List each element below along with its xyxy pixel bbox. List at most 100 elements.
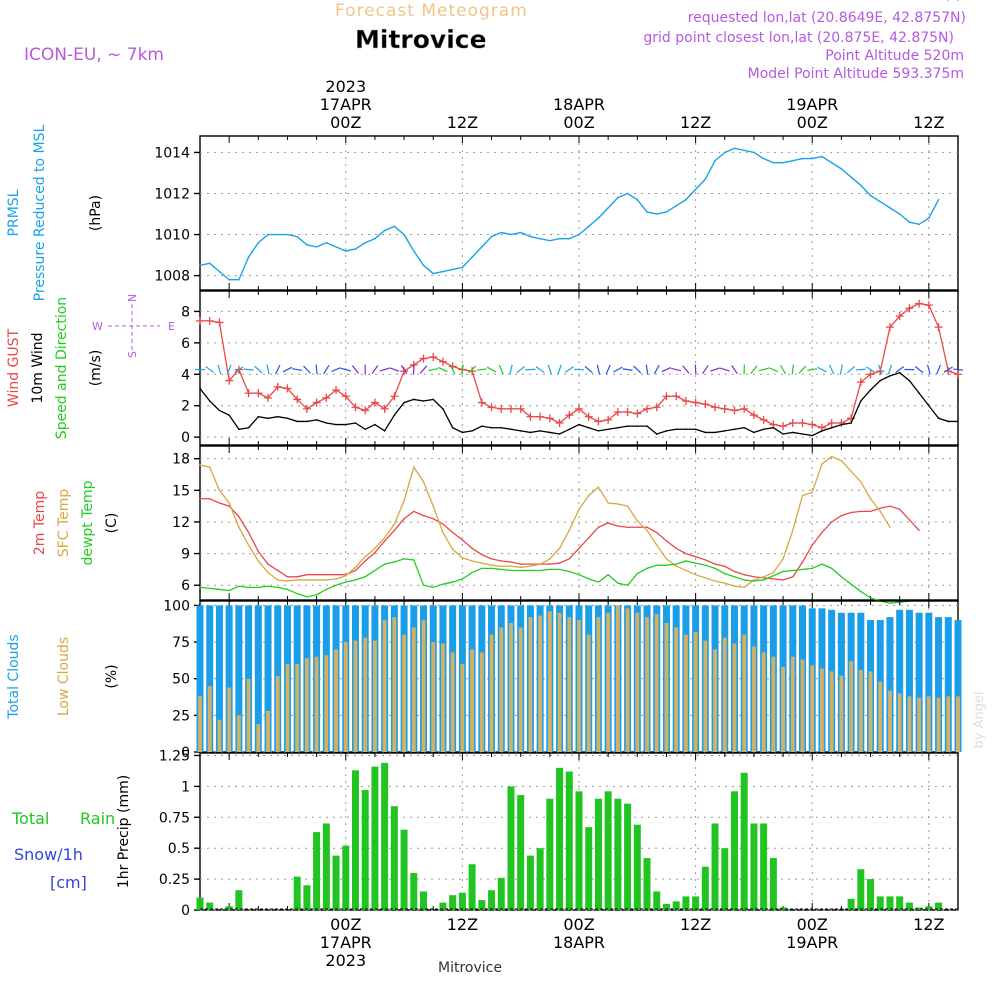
data-point-prmsl xyxy=(228,278,230,281)
data-point-dewpt xyxy=(364,576,366,578)
wind-direction-arrow xyxy=(226,364,232,375)
data-point-dewpt xyxy=(209,587,211,590)
ylabel: (m/s) xyxy=(88,350,104,387)
wind-direction-arrow xyxy=(476,368,487,371)
gust-marker xyxy=(759,415,768,424)
wind-direction-arrow xyxy=(758,367,769,372)
gust-marker xyxy=(322,393,331,402)
gust-marker xyxy=(215,318,224,327)
wind-direction-arrow xyxy=(877,364,883,375)
data-point-dewpt xyxy=(597,581,600,583)
gust-marker xyxy=(691,398,700,407)
wind-direction-arrow xyxy=(605,364,611,375)
data-point-sfc xyxy=(277,579,279,581)
bar-low-cloud xyxy=(518,627,523,752)
wind-direction-arrow xyxy=(750,365,758,374)
bar-low-cloud xyxy=(742,634,747,752)
data-point-sfc xyxy=(801,494,804,497)
wind-direction-arrow xyxy=(428,367,439,372)
data-point-wind xyxy=(597,430,600,432)
data-point-dewpt xyxy=(393,561,396,563)
ytick-label: 25 xyxy=(172,708,190,724)
data-point-wind xyxy=(228,414,230,416)
data-point-prmsl xyxy=(714,159,716,162)
bar-total-rain xyxy=(206,902,214,910)
data-point-prmsl xyxy=(325,241,328,244)
bar-total-rain xyxy=(526,855,534,910)
data-point-temp2m xyxy=(821,531,823,534)
bar-low-cloud xyxy=(897,693,902,752)
data-point-dewpt xyxy=(743,579,745,581)
data-point-dewpt xyxy=(685,560,687,562)
data-point-wind xyxy=(587,426,590,429)
data-point-prmsl xyxy=(199,264,201,267)
gust-marker xyxy=(283,384,292,393)
data-point-prmsl xyxy=(403,233,405,236)
wind-direction-arrow xyxy=(379,367,390,372)
top-time-label: 12Z xyxy=(913,113,944,132)
data-point-wind xyxy=(898,371,901,374)
gust-marker xyxy=(779,422,788,431)
bar-total-cloud xyxy=(915,612,923,752)
data-point-prmsl xyxy=(558,237,561,240)
data-point-sfc xyxy=(335,578,337,580)
gust-marker xyxy=(575,404,583,413)
bar-low-cloud xyxy=(314,656,319,752)
bar-low-cloud xyxy=(946,696,951,752)
wind-direction-arrow xyxy=(807,368,818,371)
data-point-dewpt xyxy=(500,568,502,571)
gust-marker xyxy=(681,397,690,405)
data-point-wind xyxy=(675,428,677,431)
data-point-dewpt xyxy=(840,576,843,578)
data-point-dewpt xyxy=(277,586,279,589)
gust-marker xyxy=(837,419,846,427)
data-point-wind xyxy=(821,430,823,432)
gust-marker xyxy=(205,316,214,325)
gust-marker xyxy=(526,412,535,421)
data-point-prmsl xyxy=(510,233,512,236)
data-point-dewpt xyxy=(257,586,260,589)
wind-direction-arrow xyxy=(564,366,574,373)
data-point-wind xyxy=(500,426,503,429)
bar-low-cloud xyxy=(266,710,270,752)
gust-marker xyxy=(749,411,758,420)
gust-marker xyxy=(302,404,311,413)
bar-low-cloud xyxy=(586,634,591,752)
data-point-sfc xyxy=(724,582,726,584)
data-point-wind xyxy=(947,420,950,423)
data-point-wind xyxy=(723,430,726,432)
data-point-temp2m xyxy=(898,508,901,510)
bar-total-cloud xyxy=(196,605,204,752)
data-point-sfc xyxy=(733,585,736,587)
data-point-prmsl xyxy=(432,272,435,275)
data-point-prmsl xyxy=(412,250,415,252)
data-point-sfc xyxy=(607,502,609,504)
bar-total-cloud xyxy=(235,605,243,752)
bar-low-cloud xyxy=(674,627,679,752)
ytick-label: 75 xyxy=(172,635,190,651)
bottom-time-label: 00Z xyxy=(797,915,828,934)
bar-low-cloud xyxy=(557,612,562,752)
bar-low-cloud xyxy=(382,620,387,752)
data-point-temp2m xyxy=(286,576,289,578)
data-point-dewpt xyxy=(335,584,337,586)
gust-marker xyxy=(264,393,273,402)
bar-low-cloud xyxy=(460,664,465,752)
data-point-prmsl xyxy=(306,244,308,246)
data-point-temp2m xyxy=(568,558,570,560)
gust-marker xyxy=(477,398,486,407)
bar-low-cloud xyxy=(577,620,581,752)
data-point-sfc xyxy=(199,464,201,466)
data-point-dewpt xyxy=(296,592,298,595)
data-point-wind xyxy=(199,387,201,390)
gust-marker xyxy=(711,403,720,412)
bar-low-cloud xyxy=(820,668,824,752)
data-point-temp2m xyxy=(510,561,512,563)
bar-total-rain xyxy=(410,872,418,910)
model-label: ICON-EU, ~ 7km xyxy=(24,45,164,65)
ylabel: 1hr Precip (mm) xyxy=(116,775,132,888)
data-point-prmsl xyxy=(276,233,279,236)
gust-marker xyxy=(623,408,632,416)
data-point-sfc xyxy=(403,500,405,502)
data-point-wind xyxy=(568,428,571,431)
